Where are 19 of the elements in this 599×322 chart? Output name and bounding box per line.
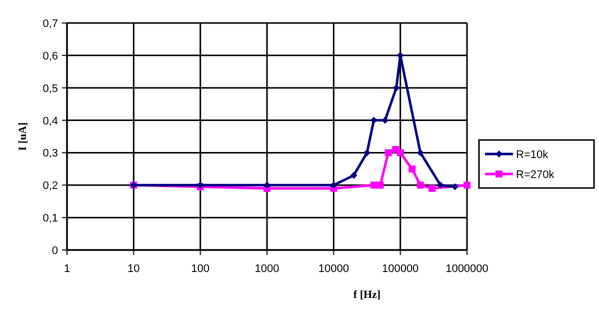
y-tick-label: 0,1 bbox=[42, 212, 58, 225]
legend-label: R=270k bbox=[516, 169, 555, 181]
x-tick-label: 100 bbox=[191, 263, 210, 275]
x-tick-label: 10000 bbox=[318, 263, 349, 275]
y-tick-label: 0,4 bbox=[42, 115, 58, 128]
x-tick-label: 1000 bbox=[254, 263, 280, 275]
y-tick-label: 0,7 bbox=[42, 18, 58, 30]
y-tick-label: 0 bbox=[52, 245, 58, 257]
y-axis-title: I [uA] bbox=[17, 122, 29, 151]
x-tick-label: 1000000 bbox=[446, 263, 488, 275]
x-tick-label: 10 bbox=[128, 263, 140, 275]
y-tick-label: 0,6 bbox=[42, 50, 58, 62]
y-tick-label: 0,2 bbox=[42, 180, 58, 192]
x-tick-label: 1 bbox=[64, 263, 70, 275]
x-axis-title: f [Hz] bbox=[353, 289, 381, 301]
x-tick-label: 100000 bbox=[382, 263, 419, 275]
legend-label: R=10k bbox=[516, 149, 549, 161]
y-tick-label: 0,5 bbox=[42, 82, 58, 95]
y-tick-label: 0,3 bbox=[42, 148, 58, 160]
